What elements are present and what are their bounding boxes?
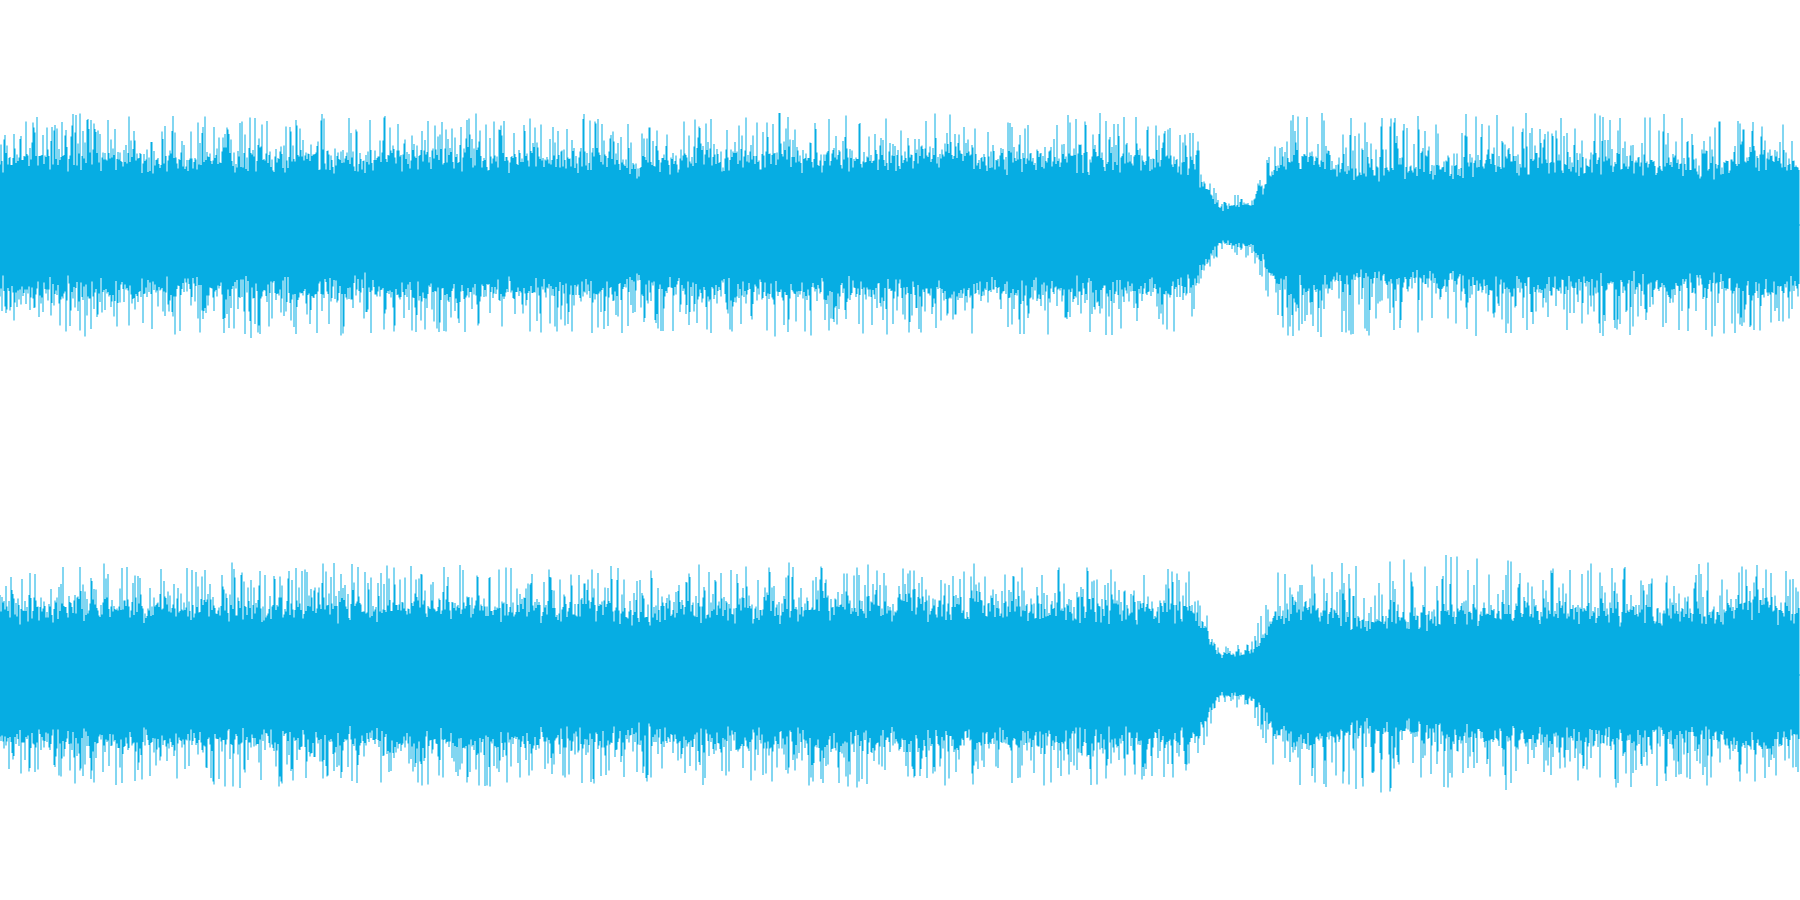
right-channel-waveform bbox=[0, 554, 1800, 793]
left-channel-waveform bbox=[0, 112, 1800, 338]
